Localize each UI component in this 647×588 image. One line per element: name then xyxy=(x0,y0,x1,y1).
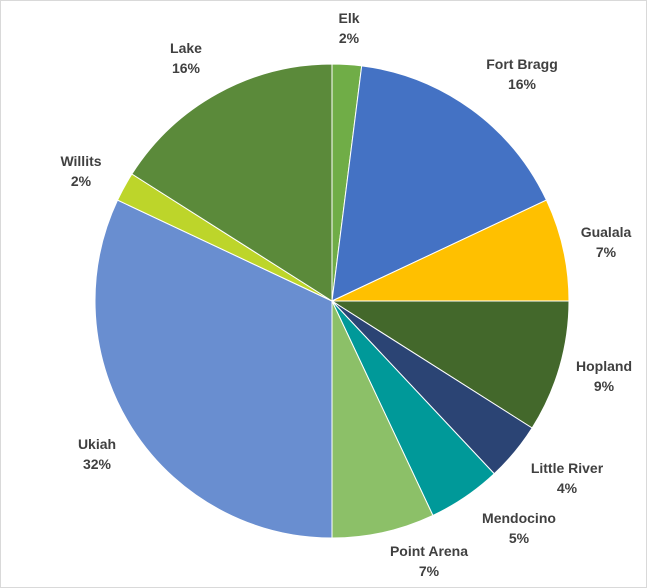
category-name: Fort Bragg xyxy=(486,56,558,72)
category-name: Hopland xyxy=(576,358,632,374)
pie-slice-ukiah xyxy=(94,199,333,539)
pie-slice-lake xyxy=(131,63,333,302)
category-name: Mendocino xyxy=(482,510,556,526)
percent-value: 7% xyxy=(596,244,617,260)
category-name: Little River xyxy=(531,460,604,476)
data-label-willits: Willits 2% xyxy=(60,153,101,189)
category-name: Ukiah xyxy=(78,436,116,452)
data-label-elk: Elk 2% xyxy=(338,10,359,46)
percent-value: 4% xyxy=(557,480,578,496)
category-name: Willits xyxy=(60,153,101,169)
category-name: Elk xyxy=(338,10,359,26)
percent-value: 16% xyxy=(508,76,537,92)
pie-slice-point-arena xyxy=(331,300,434,539)
percent-value: 2% xyxy=(339,30,360,46)
data-label-little-river: Little River 4% xyxy=(531,460,604,496)
pie-slice-hopland xyxy=(330,300,570,429)
percent-value: 2% xyxy=(71,173,92,189)
pie-slices xyxy=(94,63,570,539)
pie-labels: Elk 2% Fort Bragg 16% Gualala 7% Hopland 9% Litt… xyxy=(60,10,632,579)
data-label-fort-bragg: Fort Bragg 16% xyxy=(486,56,558,92)
pie-slice-fort-bragg xyxy=(331,65,548,302)
percent-value: 5% xyxy=(509,530,530,546)
data-label-point-arena: Point Arena 7% xyxy=(390,543,468,579)
data-label-ukiah: Ukiah 32% xyxy=(78,436,116,472)
data-label-lake: Lake 16% xyxy=(170,40,202,76)
percent-value: 9% xyxy=(594,378,615,394)
category-name: Lake xyxy=(170,40,202,56)
category-name: Gualala xyxy=(581,224,632,240)
percent-value: 16% xyxy=(172,60,201,76)
percent-value: 32% xyxy=(83,456,112,472)
percent-value: 7% xyxy=(419,563,440,579)
pie-slice-gualala xyxy=(331,199,570,302)
data-label-mendocino: Mendocino 5% xyxy=(482,510,556,546)
data-label-hopland: Hopland 9% xyxy=(576,358,632,394)
data-label-gualala: Gualala 7% xyxy=(581,224,632,260)
category-name: Point Arena xyxy=(390,543,468,559)
